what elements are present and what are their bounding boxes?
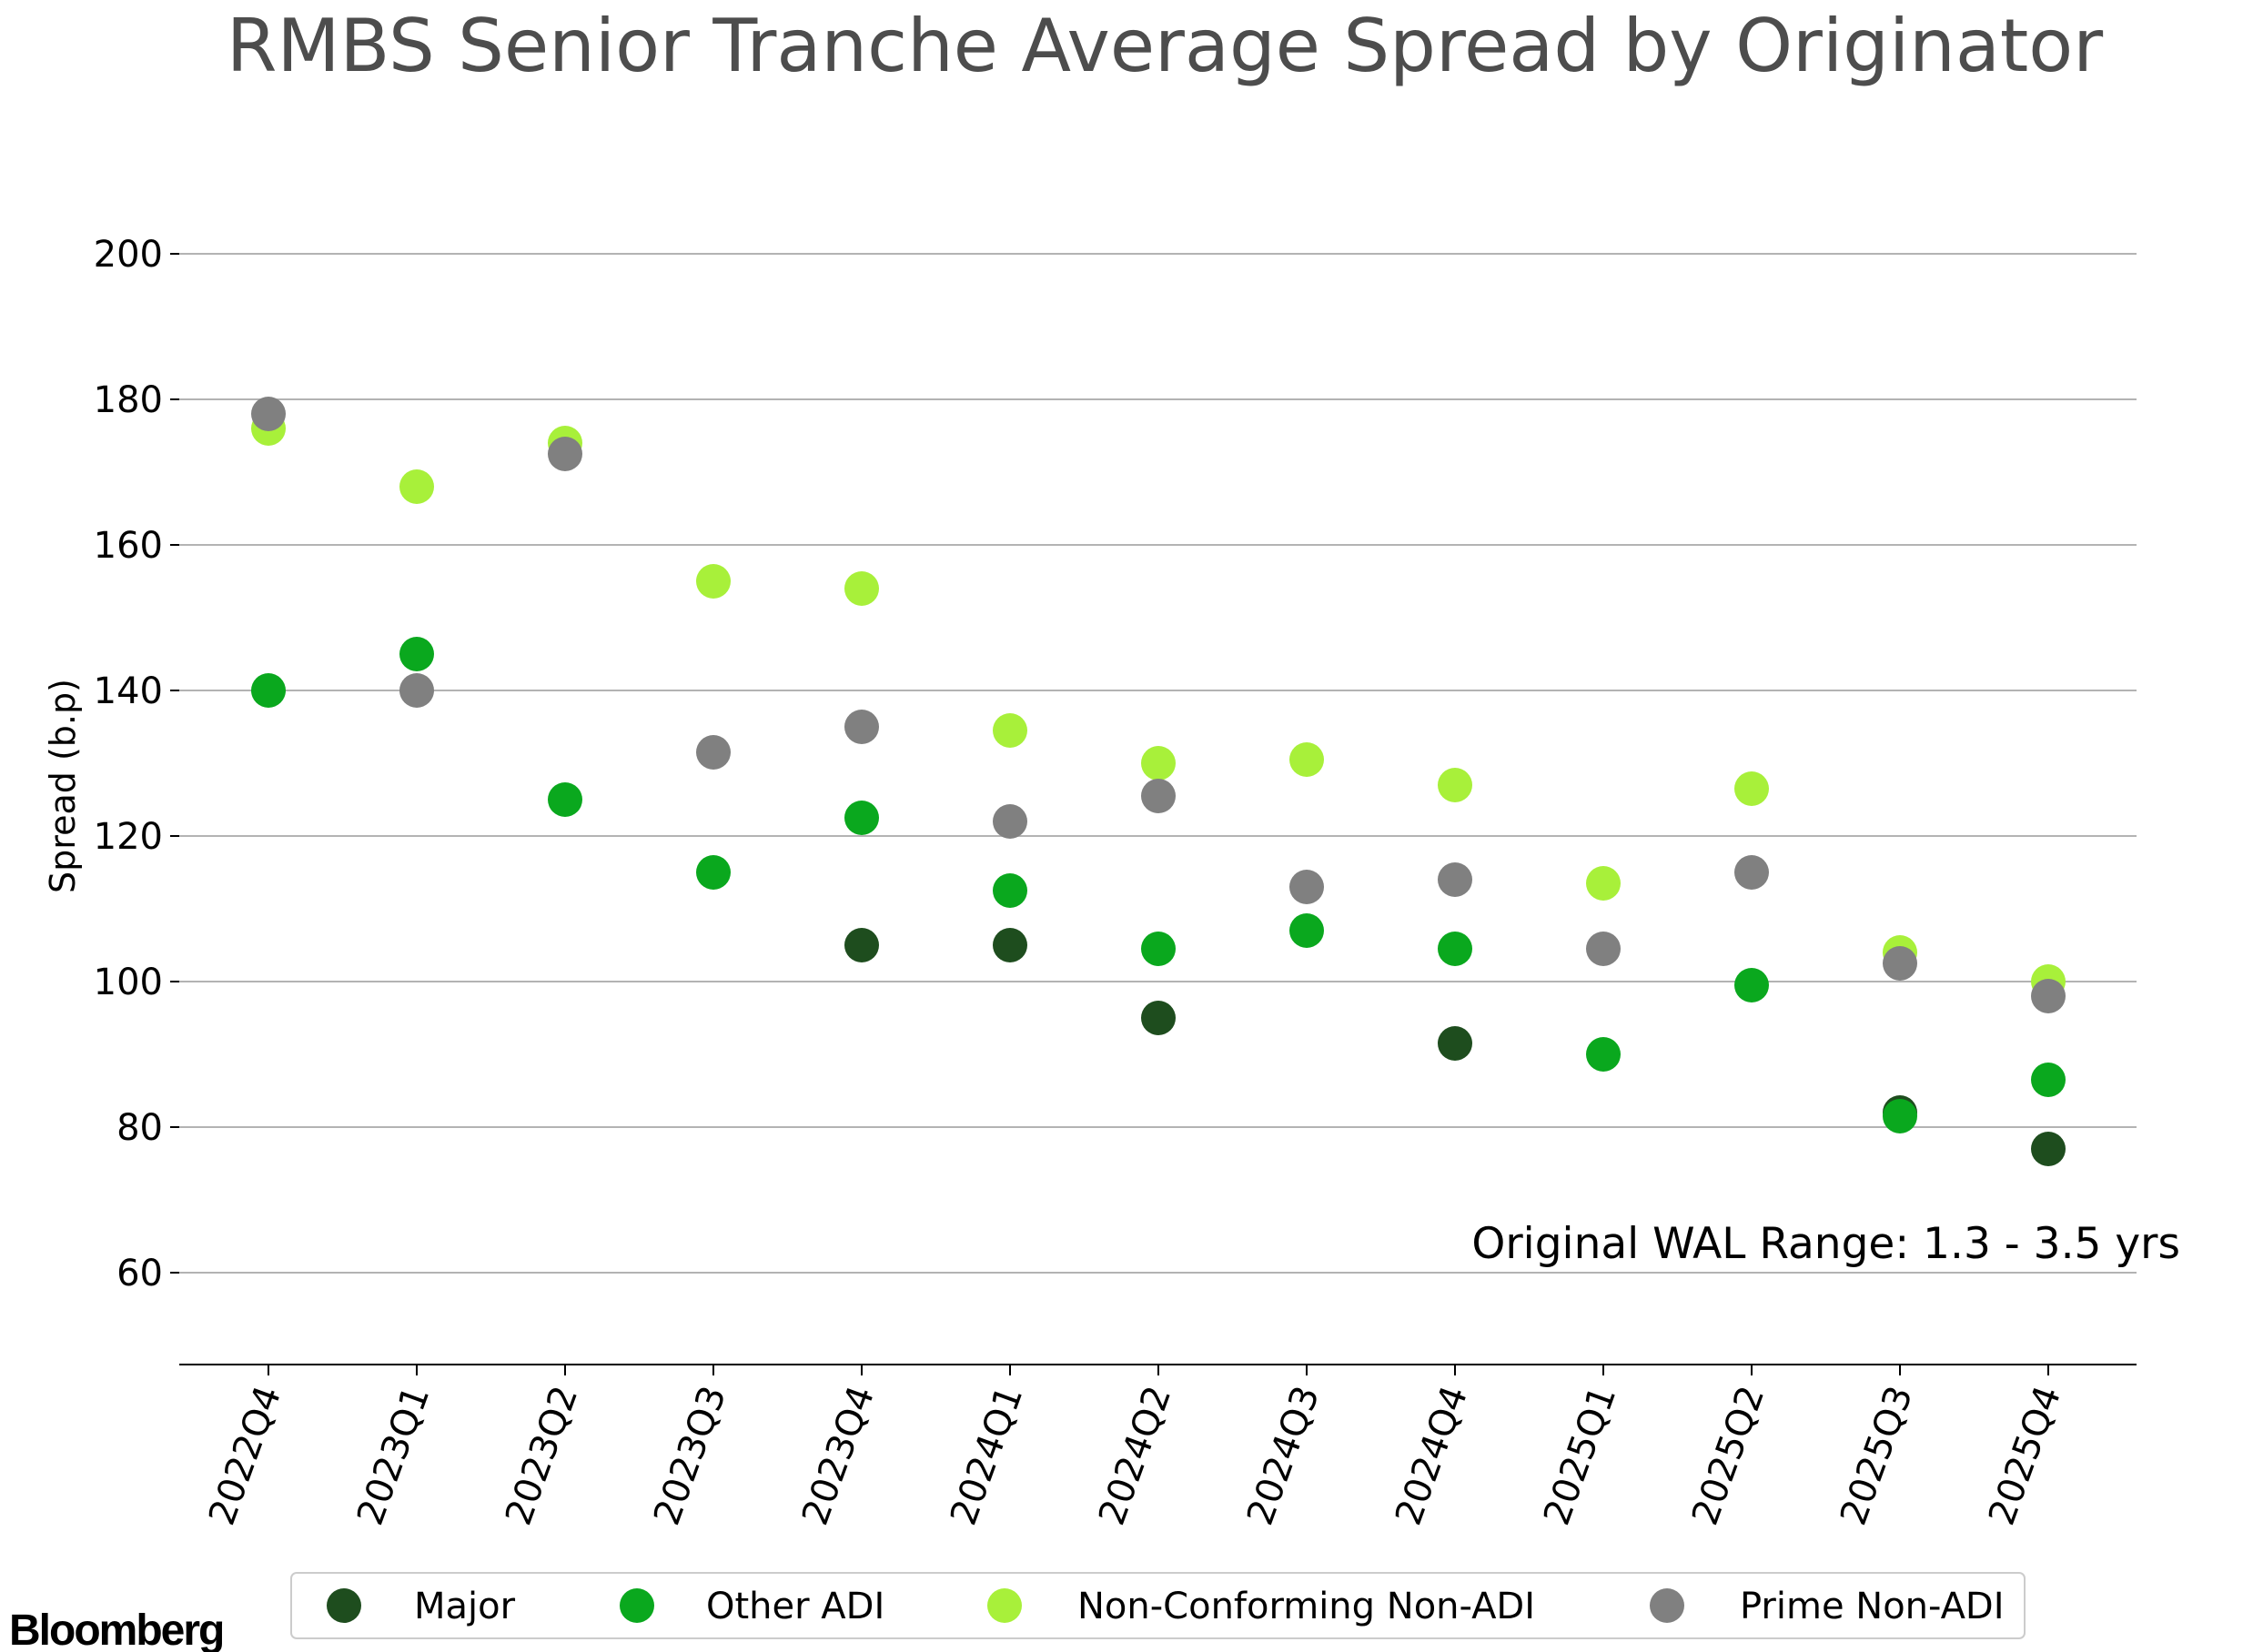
- x-tick-label: 2025Q1: [1536, 1381, 1625, 1531]
- series-prime-non-adi: [251, 397, 2066, 1013]
- data-point: [1883, 946, 1917, 981]
- data-point: [1734, 771, 1769, 806]
- data-point: [251, 673, 286, 708]
- data-point: [1289, 742, 1324, 777]
- data-point: [1141, 1001, 1176, 1035]
- legend-box: [290, 1572, 2026, 1639]
- legend-marker: [327, 1588, 361, 1623]
- legend-label: Other ADI: [706, 1586, 884, 1627]
- data-point: [1289, 870, 1324, 904]
- data-point: [1586, 932, 1621, 966]
- data-point: [1438, 932, 1472, 966]
- x-tick-label: 2025Q3: [1833, 1381, 1922, 1531]
- y-tick-label: 200: [94, 234, 163, 276]
- y-tick-label: 60: [116, 1253, 163, 1294]
- data-point: [399, 673, 434, 708]
- legend-marker: [1650, 1588, 1684, 1623]
- data-point: [1734, 855, 1769, 890]
- data-point: [993, 804, 1027, 839]
- data-point: [548, 782, 582, 817]
- legend: Major Other ADI Non-Conforming Non-ADI Prim…: [327, 1586, 2005, 1627]
- data-points: [251, 397, 2066, 1166]
- data-point: [1586, 866, 1621, 901]
- data-point: [844, 928, 879, 962]
- data-point: [1438, 862, 1472, 897]
- data-point: [1289, 913, 1324, 948]
- chart-title: RMBS Senior Tranche Average Spread by Or…: [227, 4, 2103, 88]
- x-tick-label: 2023Q2: [498, 1381, 587, 1531]
- series-non-conforming-non-adi: [251, 411, 2066, 999]
- legend-marker: [987, 1588, 1022, 1623]
- bloomberg-logo: Bloomberg: [9, 1607, 223, 1652]
- data-point: [1586, 1037, 1621, 1072]
- data-point: [1141, 932, 1176, 966]
- x-tick-label: 2024Q3: [1239, 1381, 1329, 1531]
- x-tick-label: 2024Q2: [1091, 1381, 1180, 1531]
- x-tick-label: 2024Q4: [1388, 1381, 1477, 1531]
- x-axis-ticks: 2022Q4 2023Q1 2023Q2 2023Q3 2023Q4 2024Q1 2024…: [201, 1365, 2070, 1531]
- data-point: [844, 710, 879, 744]
- y-tick-label: 120: [94, 816, 163, 858]
- data-point: [2031, 1132, 2066, 1166]
- x-tick-label: 2025Q4: [1981, 1381, 2070, 1531]
- legend-label: Non-Conforming Non-ADI: [1077, 1586, 1535, 1627]
- data-point: [844, 571, 879, 606]
- y-tick-label: 160: [94, 525, 163, 567]
- data-point: [399, 469, 434, 504]
- y-tick-label: 140: [94, 670, 163, 712]
- data-point: [251, 397, 286, 431]
- data-point: [696, 735, 731, 770]
- legend-marker: [620, 1588, 654, 1623]
- data-point: [696, 855, 731, 890]
- data-point: [1438, 1026, 1472, 1061]
- y-tick-label: 180: [94, 379, 163, 421]
- gridlines: [179, 253, 2137, 1274]
- x-tick-label: 2023Q4: [794, 1381, 884, 1531]
- data-point: [1141, 779, 1176, 813]
- x-tick-label: 2022Q4: [201, 1381, 290, 1531]
- data-point: [1883, 1099, 1917, 1133]
- data-point: [1141, 746, 1176, 781]
- y-tick-label: 100: [94, 962, 163, 1003]
- y-tick-label: 80: [116, 1107, 163, 1149]
- x-tick-label: 2023Q1: [349, 1381, 439, 1531]
- series-other-adi: [251, 637, 2066, 1133]
- data-point: [993, 873, 1027, 908]
- y-axis-ticks: 60 80 100 120 140 160 180 200: [94, 234, 179, 1294]
- data-point: [844, 801, 879, 835]
- data-point: [2031, 979, 2066, 1013]
- wal-range-annotation: Original WAL Range: 1.3 - 3.5 yrs: [1471, 1219, 2180, 1269]
- data-point: [993, 713, 1027, 748]
- x-tick-label: 2023Q3: [646, 1381, 735, 1531]
- legend-label: Major: [414, 1586, 516, 1627]
- data-point: [548, 437, 582, 471]
- data-point: [993, 928, 1027, 962]
- legend-label: Prime Non-ADI: [1740, 1586, 2005, 1627]
- x-tick-label: 2024Q1: [943, 1381, 1032, 1531]
- data-point: [1734, 968, 1769, 1002]
- data-point: [2031, 1063, 2066, 1097]
- data-point: [399, 637, 434, 671]
- data-point: [696, 564, 731, 599]
- x-tick-label: 2025Q2: [1684, 1381, 1773, 1531]
- y-axis-label: Spread (b.p): [43, 679, 83, 893]
- data-point: [1438, 768, 1472, 802]
